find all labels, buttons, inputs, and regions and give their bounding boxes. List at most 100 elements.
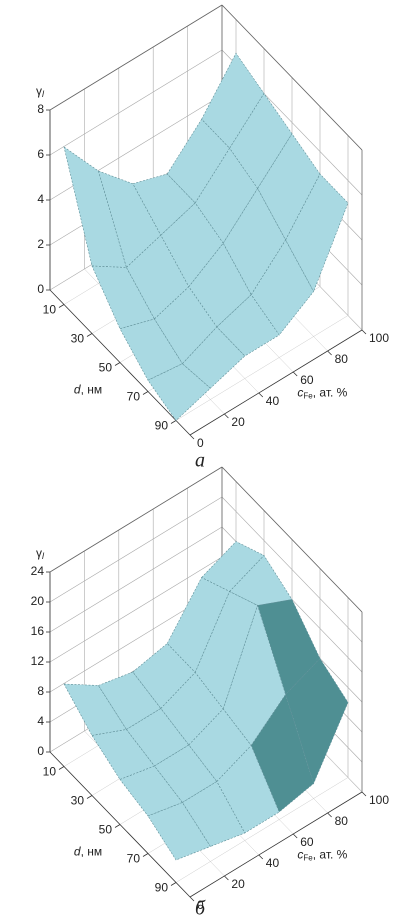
panel: 0 4 8 12 16 20 24 10 30 50 70 90 0 20 40 60 80 100 γl d, нм… xyxy=(31,466,389,920)
c-tick-label: 0 xyxy=(197,436,204,450)
label-part: , ат. % xyxy=(313,386,348,400)
tick-mark xyxy=(170,420,177,424)
z-tick-label: 16 xyxy=(31,624,45,638)
z-tick-label: 2 xyxy=(37,237,44,251)
z-tick-label: 4 xyxy=(37,714,44,728)
surface-patch xyxy=(250,693,314,813)
z-tick-label: 6 xyxy=(37,147,44,161)
d-tick-label: 10 xyxy=(43,303,57,317)
c-tick-label: 80 xyxy=(335,814,349,828)
surface-patch xyxy=(188,242,252,328)
label-part: c xyxy=(297,848,303,862)
label-part: Fe xyxy=(303,392,313,401)
axis-line xyxy=(49,289,191,436)
c-tick-label: 20 xyxy=(231,415,245,429)
grid-line xyxy=(49,496,223,603)
tick-mark xyxy=(86,795,93,799)
surface-patch xyxy=(97,671,162,730)
tick-mark xyxy=(142,391,149,395)
surface-patch xyxy=(119,765,183,817)
grid-line xyxy=(49,526,223,633)
d-axis-title: d, нм xyxy=(74,845,102,859)
grid-line xyxy=(49,556,223,663)
d-tick-label: 50 xyxy=(99,823,113,837)
z-tick-label: 20 xyxy=(31,594,45,608)
c-tick-label: 20 xyxy=(231,877,245,891)
label-part: , нм xyxy=(81,845,103,859)
z-tick-label: 4 xyxy=(37,192,44,206)
surface-patch xyxy=(257,599,321,696)
tick-mark xyxy=(58,304,65,308)
c-tick-label: 0 xyxy=(197,898,204,912)
surface-patch xyxy=(147,363,211,421)
tick-mark xyxy=(58,766,65,770)
surface-patch xyxy=(181,326,246,389)
d-tick-label: 70 xyxy=(127,852,141,866)
d-tick-label: 30 xyxy=(71,332,85,346)
c-tick-label: 80 xyxy=(335,352,349,366)
surface-patch xyxy=(181,781,246,847)
z-axis-title: γl xyxy=(36,84,45,99)
grid-line xyxy=(49,49,223,156)
tick-mark xyxy=(258,854,264,860)
box-edge xyxy=(221,4,363,151)
tick-mark xyxy=(361,329,367,335)
surface-patch xyxy=(147,802,211,861)
tick-mark xyxy=(361,791,367,797)
surface-patch xyxy=(132,173,196,236)
z-axis-title: γl xyxy=(36,546,45,561)
surface-patch xyxy=(63,146,127,268)
surface-patch xyxy=(63,683,127,736)
tick-mark xyxy=(86,333,93,337)
label-part: γ xyxy=(36,84,42,98)
c-tick-label: 40 xyxy=(266,394,280,408)
c-tick-label: 60 xyxy=(300,835,314,849)
d-tick-label: 70 xyxy=(127,390,141,404)
d-tick-label: 30 xyxy=(71,794,85,808)
label-part: , нм xyxy=(81,383,103,397)
grid-line xyxy=(175,777,349,883)
label-part: γ xyxy=(36,546,42,560)
tick-mark xyxy=(224,413,229,419)
axis-line xyxy=(49,751,191,898)
box-edge xyxy=(49,4,223,111)
label-part: Fe xyxy=(303,854,313,863)
c-tick-label: 100 xyxy=(369,331,389,345)
panel-caption: б xyxy=(195,898,206,918)
c-axis-title: cFe, ат. % xyxy=(297,386,347,401)
box-edge xyxy=(49,466,223,573)
tick-mark xyxy=(327,812,332,818)
surface-patch xyxy=(125,708,190,767)
axis-line xyxy=(189,329,363,436)
z-tick-label: 8 xyxy=(37,102,44,116)
panel: 0 2 4 6 8 10 30 50 70 90 0 20 40 60 80 100 γl d, нм cFe, а… xyxy=(36,4,389,472)
z-tick-label: 0 xyxy=(37,282,44,296)
tick-mark xyxy=(292,371,298,377)
tick-mark xyxy=(170,882,177,886)
d-tick-label: 90 xyxy=(155,881,169,895)
tick-mark xyxy=(258,392,264,398)
c-tick-label: 60 xyxy=(300,373,314,387)
c-axis-title: cFe, ат. % xyxy=(297,848,347,863)
surface-patch xyxy=(222,604,286,747)
tick-mark xyxy=(114,362,121,366)
label-part: l xyxy=(42,89,45,99)
label-part: l xyxy=(42,551,45,561)
d-tick-label: 50 xyxy=(99,361,113,375)
surface-patch xyxy=(216,744,280,834)
d-axis-title: d, нм xyxy=(74,383,102,397)
label-part: c xyxy=(297,386,303,400)
c-tick-label: 100 xyxy=(369,793,389,807)
panel-caption: а xyxy=(195,450,205,472)
d-tick-label: 10 xyxy=(43,765,57,779)
box-edge xyxy=(221,466,363,613)
axis-line xyxy=(189,791,363,898)
surface-patch xyxy=(166,118,230,204)
tick-mark xyxy=(292,833,298,839)
z-tick-label: 12 xyxy=(31,654,45,668)
label-part: d xyxy=(74,383,81,397)
z-tick-label: 24 xyxy=(31,564,45,578)
c-tick-label: 40 xyxy=(266,856,280,870)
